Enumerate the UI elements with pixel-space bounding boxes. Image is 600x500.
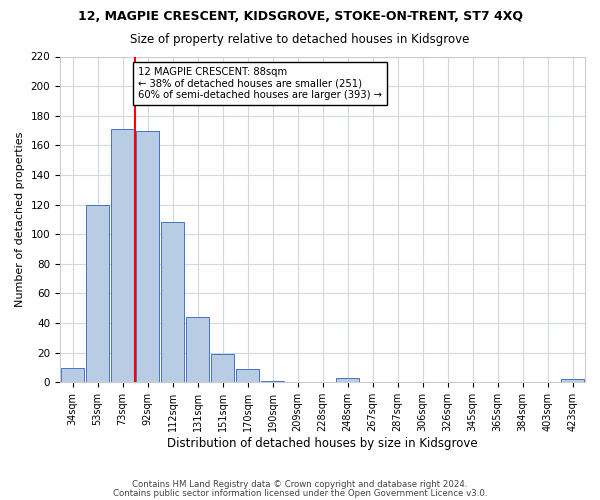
Text: Size of property relative to detached houses in Kidsgrove: Size of property relative to detached ho…	[130, 32, 470, 46]
Text: 12 MAGPIE CRESCENT: 88sqm
← 38% of detached houses are smaller (251)
60% of semi: 12 MAGPIE CRESCENT: 88sqm ← 38% of detac…	[137, 67, 382, 100]
Text: Contains HM Land Registry data © Crown copyright and database right 2024.: Contains HM Land Registry data © Crown c…	[132, 480, 468, 489]
Y-axis label: Number of detached properties: Number of detached properties	[15, 132, 25, 307]
X-axis label: Distribution of detached houses by size in Kidsgrove: Distribution of detached houses by size …	[167, 437, 478, 450]
Bar	[185, 317, 209, 382]
Bar	[211, 354, 235, 382]
Bar	[136, 130, 160, 382]
Bar	[86, 204, 109, 382]
Bar	[236, 369, 259, 382]
Text: 12, MAGPIE CRESCENT, KIDSGROVE, STOKE-ON-TRENT, ST7 4XQ: 12, MAGPIE CRESCENT, KIDSGROVE, STOKE-ON…	[77, 10, 523, 23]
Bar	[260, 381, 284, 382]
Bar	[110, 129, 134, 382]
Bar	[161, 222, 184, 382]
Bar	[61, 368, 85, 382]
Bar	[560, 380, 584, 382]
Text: Contains public sector information licensed under the Open Government Licence v3: Contains public sector information licen…	[113, 489, 487, 498]
Bar	[335, 378, 359, 382]
